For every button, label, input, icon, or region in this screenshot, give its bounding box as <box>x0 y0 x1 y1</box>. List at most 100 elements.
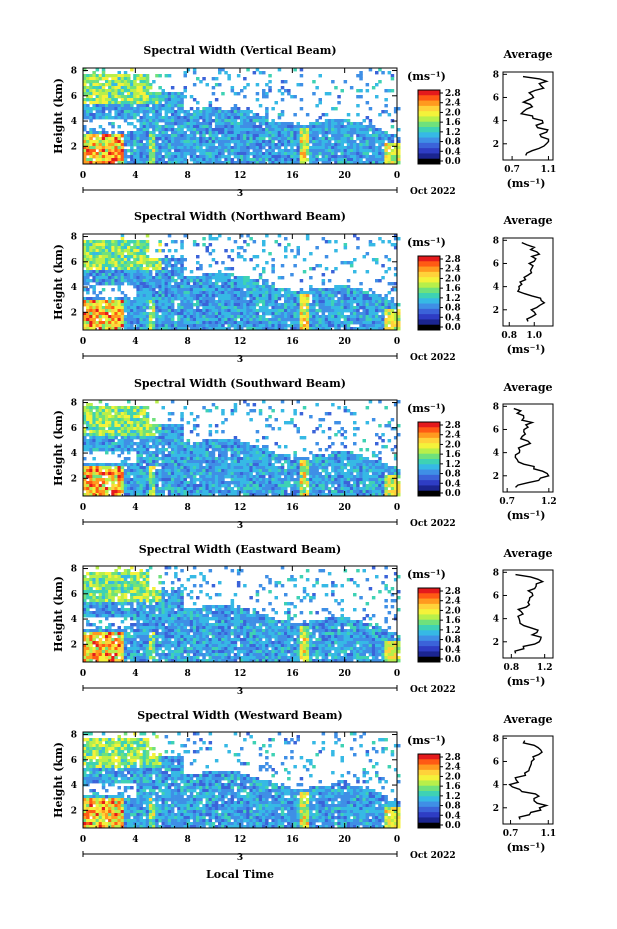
heatmap-cell <box>161 424 165 428</box>
heatmap-cell <box>177 315 181 319</box>
heatmap-cell <box>89 403 93 407</box>
heatmap-cell <box>249 318 253 322</box>
heatmap-cell <box>284 80 288 84</box>
heatmap-cell <box>174 291 178 295</box>
heatmap-cell <box>177 158 181 162</box>
heatmap-cell <box>98 493 103 497</box>
heatmap-cell <box>117 306 121 310</box>
heatmap-cell <box>120 77 125 81</box>
heatmap-cell <box>340 149 344 153</box>
heatmap-cell <box>305 324 310 328</box>
heatmap-cell <box>92 246 96 250</box>
heatmap-cell <box>236 294 241 298</box>
heatmap-cell <box>152 445 156 449</box>
heatmap-cell <box>139 125 143 129</box>
heatmap-cell <box>287 143 291 147</box>
heatmap-cell <box>268 122 272 126</box>
heatmap-cell <box>227 237 231 241</box>
heatmap-cell <box>368 128 373 132</box>
heatmap-cell <box>127 110 131 114</box>
heatmap-cell <box>170 101 175 105</box>
heatmap-cell <box>83 258 87 262</box>
heatmap-cell <box>145 291 150 295</box>
heatmap-cell <box>202 155 206 159</box>
heatmap-cell <box>92 406 96 410</box>
heatmap-cell <box>271 122 275 126</box>
heatmap-cell <box>189 306 194 310</box>
heatmap-cell <box>186 306 191 310</box>
heatmap-cell <box>183 315 187 319</box>
heatmap-cell <box>189 95 194 99</box>
heatmap-cell <box>218 155 222 159</box>
heatmap-cell <box>101 424 106 428</box>
heatmap-cell <box>98 267 103 271</box>
heatmap-cell <box>224 327 228 331</box>
heatmap-cell <box>117 252 121 256</box>
heatmap-cell <box>240 318 244 322</box>
heatmap-cell <box>83 252 87 256</box>
heatmap-cell <box>174 448 178 452</box>
heatmap-cell <box>105 490 109 494</box>
heatmap-cell <box>258 291 263 295</box>
heatmap-cell <box>268 140 272 144</box>
heatmap-cell <box>180 463 184 467</box>
heatmap-cell <box>170 288 175 292</box>
heatmap-cell <box>243 137 247 141</box>
heatmap-cell <box>233 294 238 298</box>
heatmap-cell <box>205 324 209 328</box>
heatmap-cell <box>378 80 382 84</box>
heatmap-cell <box>167 493 172 497</box>
heatmap-cell <box>268 297 272 301</box>
heatmap-cell <box>230 137 235 141</box>
heatmap-cell <box>86 445 90 449</box>
heatmap-cell <box>130 439 134 443</box>
heatmap-cell <box>252 324 257 328</box>
heatmap-cell <box>343 155 348 159</box>
heatmap-cell <box>89 430 93 434</box>
heatmap-cell <box>83 146 87 150</box>
heatmap-cell <box>167 116 172 120</box>
heatmap-cell <box>133 475 137 479</box>
heatmap-cell <box>202 137 206 141</box>
heatmap-cell <box>101 68 106 72</box>
heatmap-cell <box>227 161 231 165</box>
heatmap-cell <box>249 312 253 316</box>
heatmap-cell <box>218 300 222 304</box>
heatmap-cell <box>89 95 93 99</box>
heatmap-cell <box>139 288 143 292</box>
heatmap-cell <box>337 95 341 99</box>
heatmap-cell <box>312 291 316 295</box>
heatmap-cell <box>152 134 156 138</box>
heatmap-cell <box>249 321 253 325</box>
heatmap-cell <box>148 484 153 488</box>
heatmap-cell <box>136 490 140 494</box>
heatmap-cell <box>343 303 348 307</box>
heatmap-cell <box>180 276 184 280</box>
heatmap-cell <box>133 315 137 319</box>
heatmap-cell <box>114 95 118 99</box>
heatmap-cell <box>318 122 322 126</box>
heatmap-cell <box>199 140 203 144</box>
heatmap-cell <box>148 457 153 461</box>
heatmap-cell <box>246 116 250 120</box>
heatmap-cell <box>221 146 225 150</box>
heatmap-cell <box>249 119 253 123</box>
heatmap-cell <box>152 92 156 96</box>
heatmap-cell <box>148 107 153 111</box>
heatmap-cell <box>167 261 172 265</box>
heatmap-cell <box>148 288 153 292</box>
heatmap-cell <box>127 424 131 428</box>
heatmap-cell <box>236 92 241 96</box>
heatmap-cell <box>170 475 175 479</box>
heatmap-cell <box>287 303 291 307</box>
heatmap-cell <box>83 481 87 485</box>
heatmap-cell <box>89 493 93 497</box>
heatmap-cell <box>86 161 90 165</box>
heatmap-cell <box>227 149 231 153</box>
heatmap-cell <box>95 134 100 138</box>
heatmap-cell <box>211 92 216 96</box>
heatmap-cell <box>255 152 260 156</box>
heatmap-cell <box>117 484 121 488</box>
heatmap-cell <box>177 457 181 461</box>
heatmap-cell <box>142 273 147 277</box>
